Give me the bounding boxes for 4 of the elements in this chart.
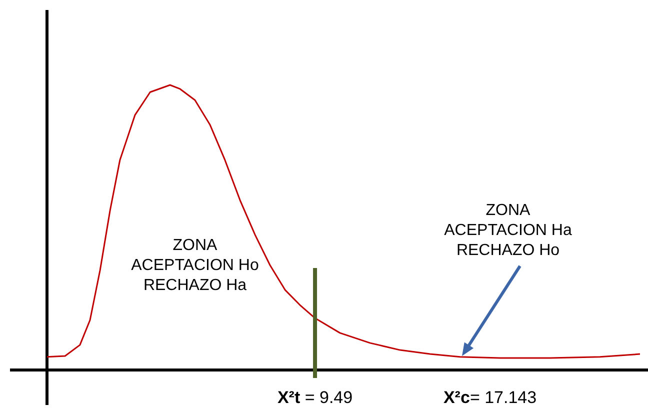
x-tick-label: X²c= 17.143 xyxy=(443,388,537,407)
annotation: ZONA ACEPTACION Ho RECHAZO Ha xyxy=(131,237,259,294)
x-tick-label: X²t = 9.49 xyxy=(277,388,353,407)
annotation: ZONA ACEPTACION Ha RECHAZO Ho xyxy=(444,202,572,259)
